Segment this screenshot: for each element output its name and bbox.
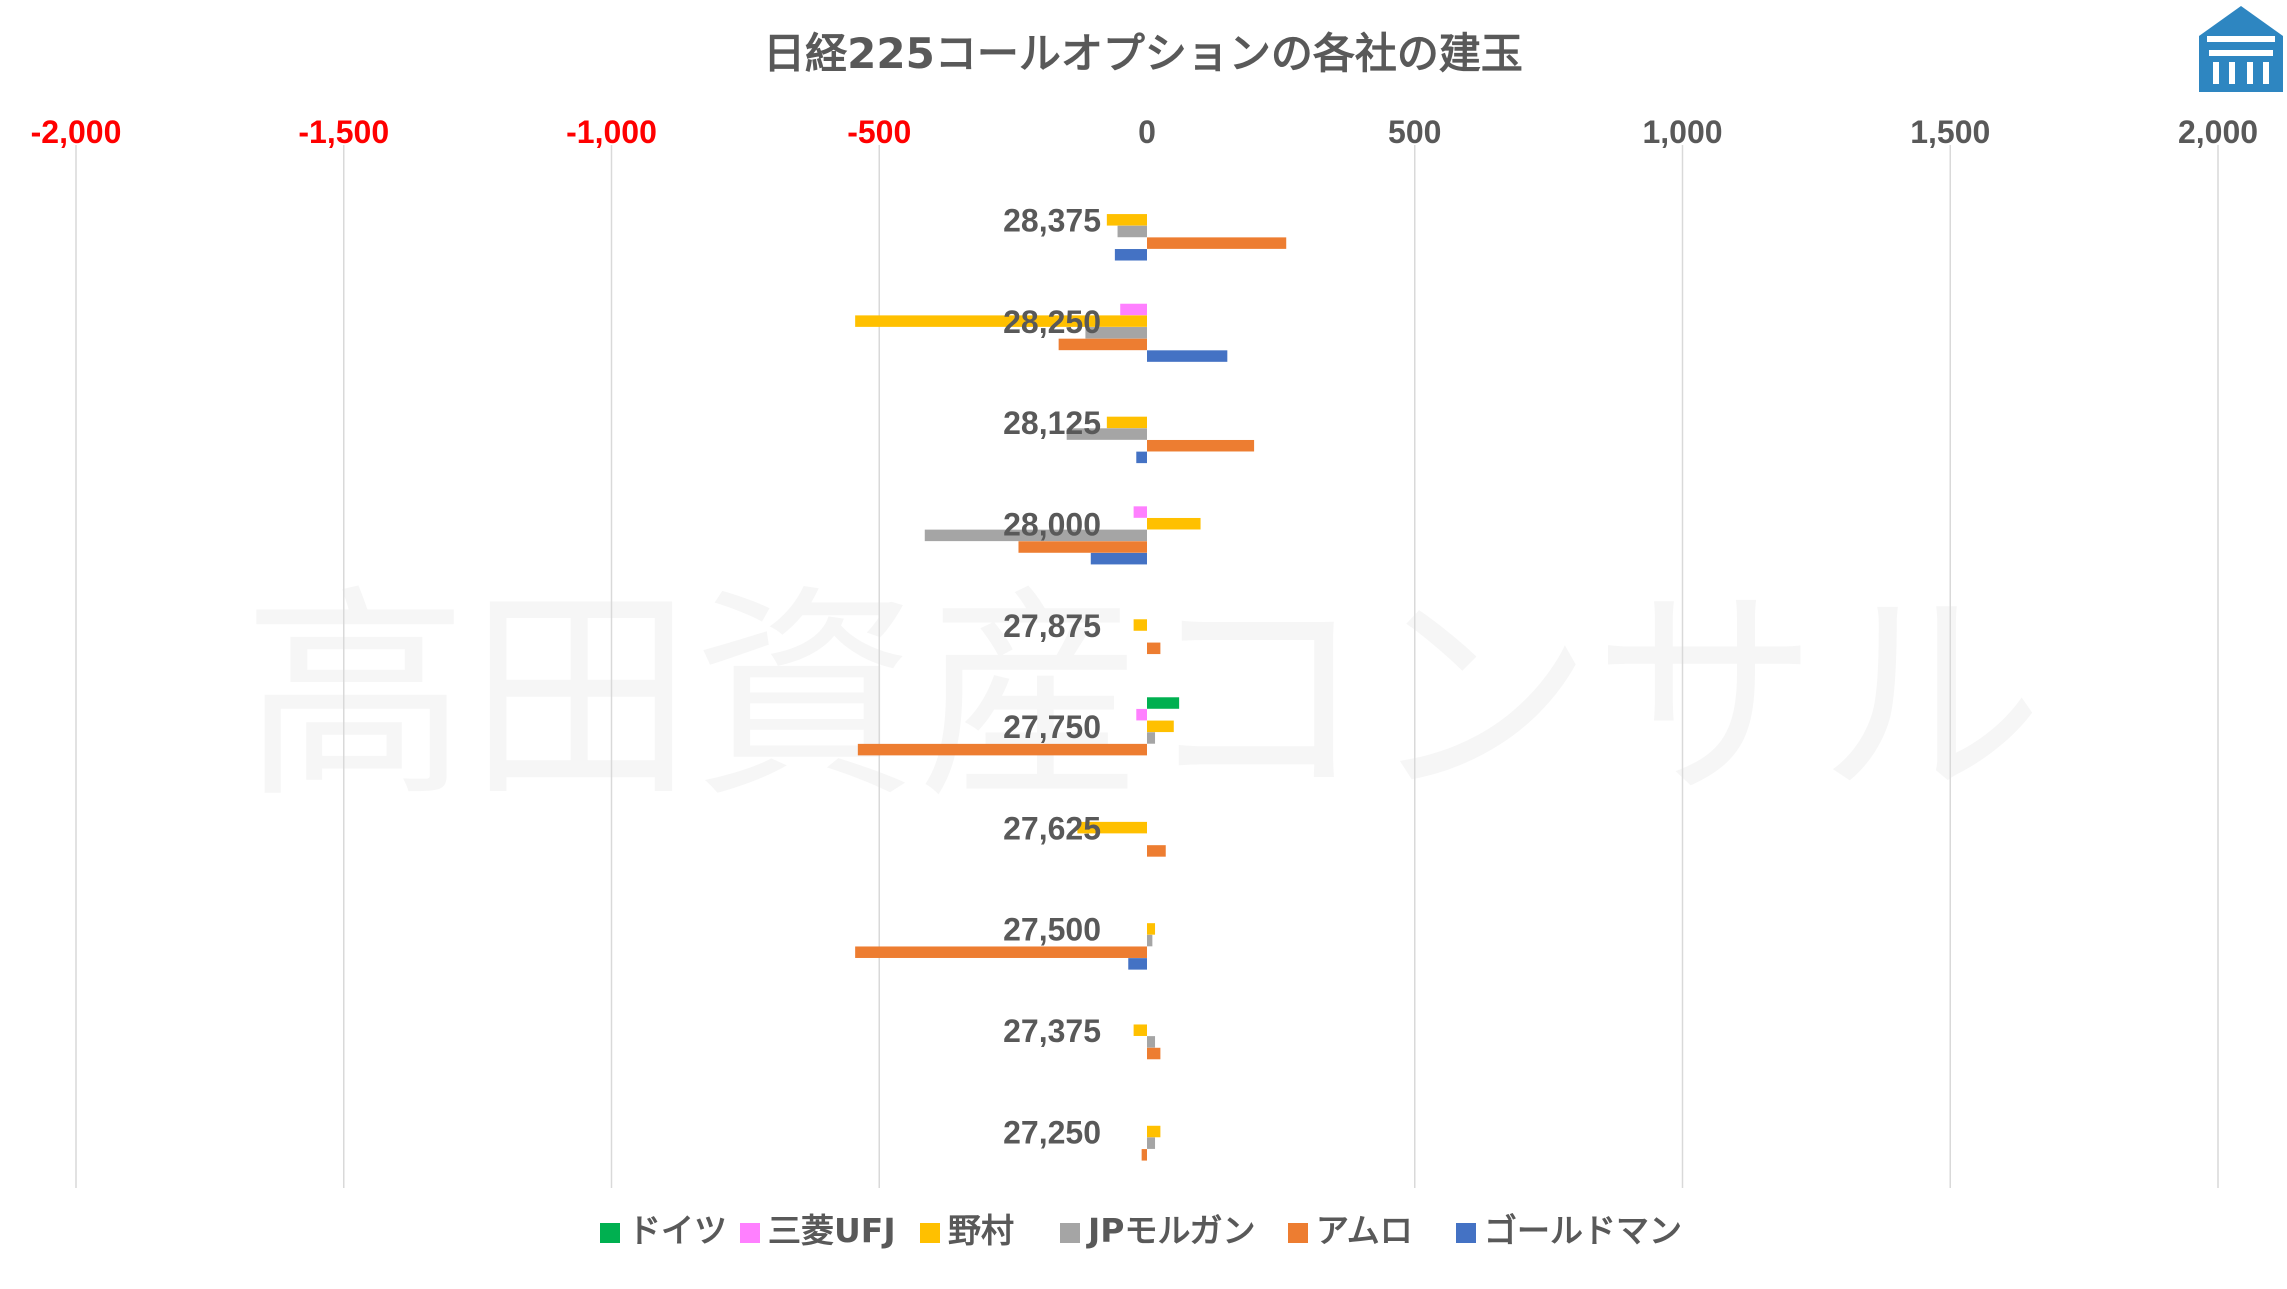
x-tick-label: 1,000 (1642, 114, 1722, 150)
x-tick-label: -2,000 (31, 114, 122, 150)
bar-野村-27,625 (1077, 821, 1147, 834)
x-tick-label: -500 (847, 114, 911, 150)
bar-野村-27,250 (1147, 1125, 1161, 1138)
bar-JPモルガン-28,125 (1066, 428, 1147, 440)
bar-アムロ-28,250 (1058, 338, 1147, 351)
bar-野村-27,875 (1133, 619, 1147, 631)
bar-ゴールドマン-28,000 (1090, 552, 1147, 565)
category-label: 27,500 (1003, 912, 1101, 948)
chart-title: 日経225コールオプションの各社の建玉 (763, 29, 1523, 78)
category-label: 28,250 (1003, 304, 1101, 340)
category-label: 27,875 (1003, 608, 1101, 644)
category-label: 28,125 (1003, 405, 1101, 441)
legend-item: 野村 (920, 1211, 1014, 1250)
legend-swatch (1060, 1223, 1080, 1243)
bar-野村-27,375 (1133, 1024, 1147, 1036)
x-tick-label: 0 (1138, 114, 1156, 150)
bar-野村-28,375 (1106, 214, 1147, 226)
bar-ドイツ-27,750 (1147, 697, 1180, 709)
legend-item: 三菱UFJ (740, 1211, 896, 1250)
legend-swatch (1456, 1223, 1476, 1243)
bar-アムロ-27,875 (1147, 642, 1161, 655)
legend-item: アムロ (1288, 1211, 1413, 1250)
x-tick-label: 500 (1388, 114, 1441, 150)
logo-icon (2199, 6, 2283, 92)
category-label: 27,625 (1003, 810, 1101, 846)
bar-ゴールドマン-27,500 (1128, 958, 1147, 970)
bar-アムロ-27,750 (857, 743, 1147, 756)
legend-label: 三菱UFJ (768, 1211, 896, 1250)
category-label: 27,750 (1003, 709, 1101, 745)
legend-swatch (920, 1223, 940, 1243)
category-label: 28,000 (1003, 506, 1101, 542)
bar-三菱UFJ-27,750 (1136, 708, 1147, 721)
legend-label: ゴールドマン (1484, 1211, 1682, 1250)
bar-アムロ-28,125 (1147, 439, 1255, 452)
legend-item: ゴールドマン (1456, 1211, 1682, 1250)
category-label: 28,375 (1003, 203, 1101, 239)
bar-JPモルガン-28,375 (1117, 225, 1147, 238)
legend-label: 野村 (948, 1211, 1014, 1250)
bar-JPモルガン-27,500 (1147, 934, 1153, 947)
bar-野村-27,750 (1147, 720, 1174, 733)
bar-JPモルガン-28,250 (1085, 327, 1147, 339)
legend-label: アムロ (1316, 1211, 1413, 1250)
bar-野村-28,000 (1147, 517, 1201, 530)
legend-swatch (740, 1223, 760, 1243)
legend-label: ドイツ (628, 1211, 727, 1250)
bar-JPモルガン-27,250 (1147, 1137, 1156, 1149)
bar-三菱UFJ-28,000 (1133, 506, 1147, 518)
bar-ゴールドマン-28,125 (1136, 451, 1147, 464)
bar-三菱UFJ-28,250 (1120, 303, 1147, 316)
category-label: 27,375 (1003, 1013, 1101, 1049)
bar-ゴールドマン-28,250 (1147, 350, 1228, 362)
category-label: 27,250 (1003, 1114, 1101, 1150)
bar-JPモルガン-27,750 (1147, 732, 1156, 744)
bar-アムロ-28,000 (1018, 541, 1147, 553)
watermark-text: 高田資産コンサル (243, 567, 2043, 829)
bar-野村-28,125 (1106, 416, 1147, 429)
bar-アムロ-27,375 (1147, 1047, 1161, 1060)
x-tick-label: 1,500 (1910, 114, 1990, 150)
legend-item: ドイツ (600, 1211, 727, 1250)
legend-label: JPモルガン (1086, 1211, 1255, 1250)
bar-野村-28,250 (855, 315, 1147, 327)
bar-JPモルガン-28,000 (924, 529, 1147, 542)
x-tick-label: 2,000 (2178, 114, 2258, 150)
bar-野村-27,500 (1147, 923, 1156, 935)
legend-item: JPモルガン (1060, 1211, 1255, 1250)
bar-ゴールドマン-28,375 (1114, 249, 1147, 261)
x-tick-label: -1,500 (298, 114, 389, 150)
legend-swatch (1288, 1223, 1308, 1243)
bar-アムロ-27,500 (855, 946, 1147, 958)
bar-アムロ-27,625 (1147, 845, 1166, 857)
bar-JPモルガン-27,375 (1147, 1036, 1156, 1048)
bar-アムロ-28,375 (1147, 237, 1287, 249)
x-tick-label: -1,000 (566, 114, 657, 150)
legend-swatch (600, 1223, 620, 1243)
bar-アムロ-27,250 (1141, 1149, 1147, 1161)
